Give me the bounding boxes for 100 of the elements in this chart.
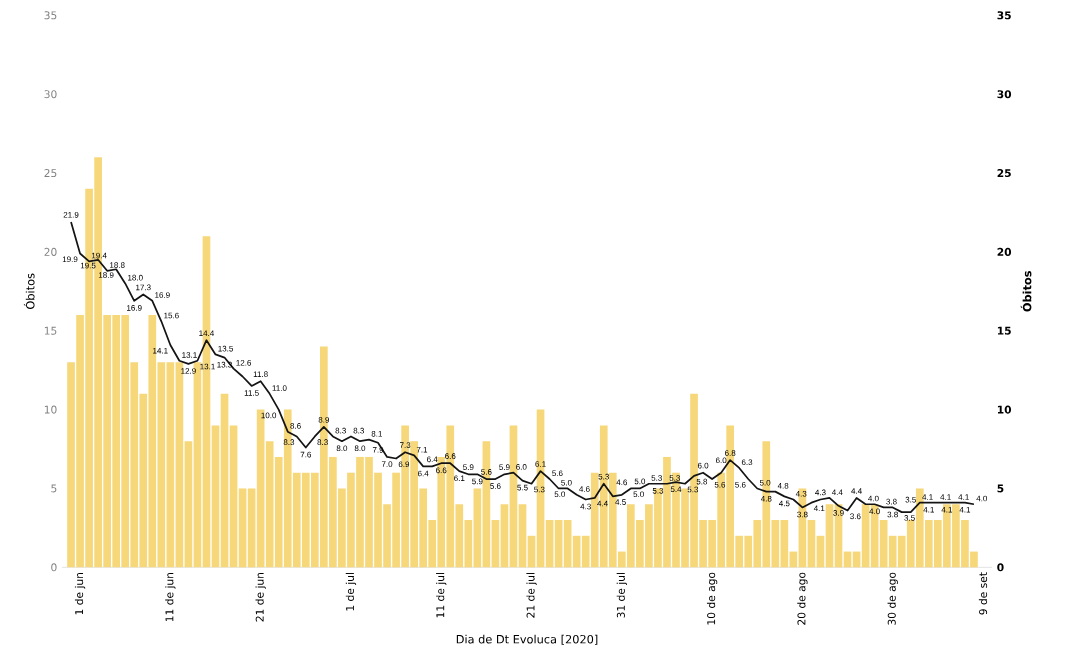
data-label: 6.6 bbox=[445, 453, 456, 459]
data-label: 14.1 bbox=[153, 347, 168, 354]
data-label: 12.6 bbox=[236, 360, 252, 366]
x-tick-label: 21 de jul bbox=[526, 573, 537, 618]
data-label: 5.3 bbox=[651, 475, 662, 481]
x-tick-label: 30 de ago bbox=[887, 572, 898, 625]
data-label: 8.6 bbox=[290, 423, 301, 429]
x-axis-title: Dia de Dt Evoluca [2020] bbox=[456, 634, 598, 645]
data-label: 4.5 bbox=[615, 499, 626, 505]
data-label: 3.6 bbox=[850, 513, 861, 520]
data-label: 6.9 bbox=[398, 461, 410, 468]
data-label: 13.1 bbox=[200, 363, 215, 370]
data-label: 8.9 bbox=[318, 417, 330, 423]
data-label: 3.9 bbox=[833, 510, 844, 516]
data-label: 5.6 bbox=[714, 481, 726, 488]
data-label: 5.3 bbox=[687, 486, 699, 493]
data-label: 13.1 bbox=[182, 352, 197, 358]
bar bbox=[780, 520, 789, 568]
data-label: 8.3 bbox=[353, 427, 364, 434]
data-label: 5.6 bbox=[735, 481, 746, 488]
data-label: 6.8 bbox=[725, 450, 736, 456]
data-label: 21.9 bbox=[63, 212, 79, 218]
y-tick-label: 0 bbox=[51, 563, 57, 572]
y-axis-title: Óbitos bbox=[23, 273, 35, 309]
y2-tick-label: 10 bbox=[997, 405, 1012, 414]
y-tick-label: 5 bbox=[51, 484, 57, 493]
data-label: 4.8 bbox=[777, 483, 789, 489]
data-label: 8.0 bbox=[354, 445, 366, 452]
data-label: 6.3 bbox=[741, 459, 753, 466]
data-label: 8.3 bbox=[283, 439, 295, 446]
y-tick-label: 35 bbox=[44, 11, 57, 20]
bar bbox=[861, 504, 870, 568]
y2-tick-label: 0 bbox=[997, 563, 1004, 572]
data-label: 6.0 bbox=[516, 464, 527, 470]
data-label: 3.8 bbox=[887, 511, 898, 518]
x-tick-label: 9 de set bbox=[978, 572, 988, 615]
x-tick-label: 11 de jun bbox=[165, 572, 176, 622]
data-label: 8.1 bbox=[371, 430, 382, 437]
data-label: 5.3 bbox=[652, 488, 664, 494]
data-label: 4.3 bbox=[795, 490, 807, 497]
data-label: 5.8 bbox=[696, 478, 708, 485]
x-tick-label: 21 de jun bbox=[255, 572, 266, 622]
bar bbox=[220, 393, 229, 568]
data-label: 3.5 bbox=[905, 496, 916, 503]
data-label: 6.6 bbox=[436, 467, 447, 474]
data-label: 5.3 bbox=[669, 475, 680, 481]
y-tick-label: 25 bbox=[44, 169, 57, 178]
data-label: 8.0 bbox=[336, 445, 348, 452]
data-label: 13.5 bbox=[218, 345, 233, 352]
y-tick-label: 15 bbox=[44, 326, 57, 335]
data-label: 18.8 bbox=[110, 262, 125, 268]
data-label: 12.9 bbox=[181, 368, 196, 374]
y-tick-label: 30 bbox=[44, 90, 57, 99]
x-tick-label: 1 de jun bbox=[74, 572, 86, 615]
bar bbox=[211, 425, 220, 568]
data-label: 4.3 bbox=[580, 503, 591, 510]
data-label: 3.8 bbox=[886, 498, 897, 505]
y2-axis-title: Óbitos bbox=[1020, 271, 1032, 312]
data-label: 5.6 bbox=[481, 469, 492, 475]
y2-tick-label: 35 bbox=[997, 11, 1011, 20]
data-label: 5.0 bbox=[561, 479, 572, 486]
data-label: 5.0 bbox=[634, 478, 646, 485]
data-label: 8.3 bbox=[335, 427, 346, 434]
data-label: 4.1 bbox=[959, 506, 971, 513]
data-label: 18.0 bbox=[128, 274, 143, 281]
data-label: 11.8 bbox=[253, 371, 268, 377]
data-label: 16.9 bbox=[127, 305, 142, 311]
bar bbox=[816, 535, 825, 568]
data-label: 14.4 bbox=[199, 330, 215, 336]
data-label: 15.6 bbox=[164, 312, 179, 319]
data-label: 5.6 bbox=[552, 470, 563, 477]
data-label: 7.0 bbox=[381, 461, 393, 467]
data-label: 8.3 bbox=[317, 439, 328, 446]
data-label: 7.6 bbox=[300, 451, 311, 458]
data-label: 5.9 bbox=[463, 464, 474, 471]
bar bbox=[563, 520, 572, 568]
bar bbox=[184, 441, 193, 568]
data-label: 11.5 bbox=[244, 390, 259, 396]
data-label: 6.4 bbox=[418, 470, 429, 477]
data-label: 4.4 bbox=[851, 488, 862, 494]
data-label: 19.9 bbox=[62, 256, 78, 263]
x-tick-label: 11 de jul bbox=[436, 573, 447, 618]
data-label: 3.8 bbox=[797, 511, 808, 518]
data-label: 5.6 bbox=[490, 483, 501, 489]
data-label: 6.0 bbox=[697, 462, 709, 469]
data-label: 19.4 bbox=[91, 252, 107, 259]
data-label: 5.5 bbox=[517, 484, 528, 491]
data-label: 4.1 bbox=[940, 494, 951, 500]
data-label: 5.0 bbox=[633, 491, 644, 498]
bar bbox=[229, 425, 238, 568]
bar bbox=[247, 488, 256, 568]
y2-tick-label: 25 bbox=[997, 169, 1011, 178]
data-label: 4.6 bbox=[579, 486, 590, 492]
data-label: 10.0 bbox=[261, 412, 277, 419]
data-label: 4.0 bbox=[869, 508, 880, 515]
x-tick-label: 20 de ago bbox=[797, 572, 808, 625]
data-label: 4.5 bbox=[778, 500, 790, 507]
data-label: 4.1 bbox=[922, 494, 933, 500]
bar bbox=[500, 504, 509, 568]
data-label: 7.1 bbox=[416, 446, 428, 453]
